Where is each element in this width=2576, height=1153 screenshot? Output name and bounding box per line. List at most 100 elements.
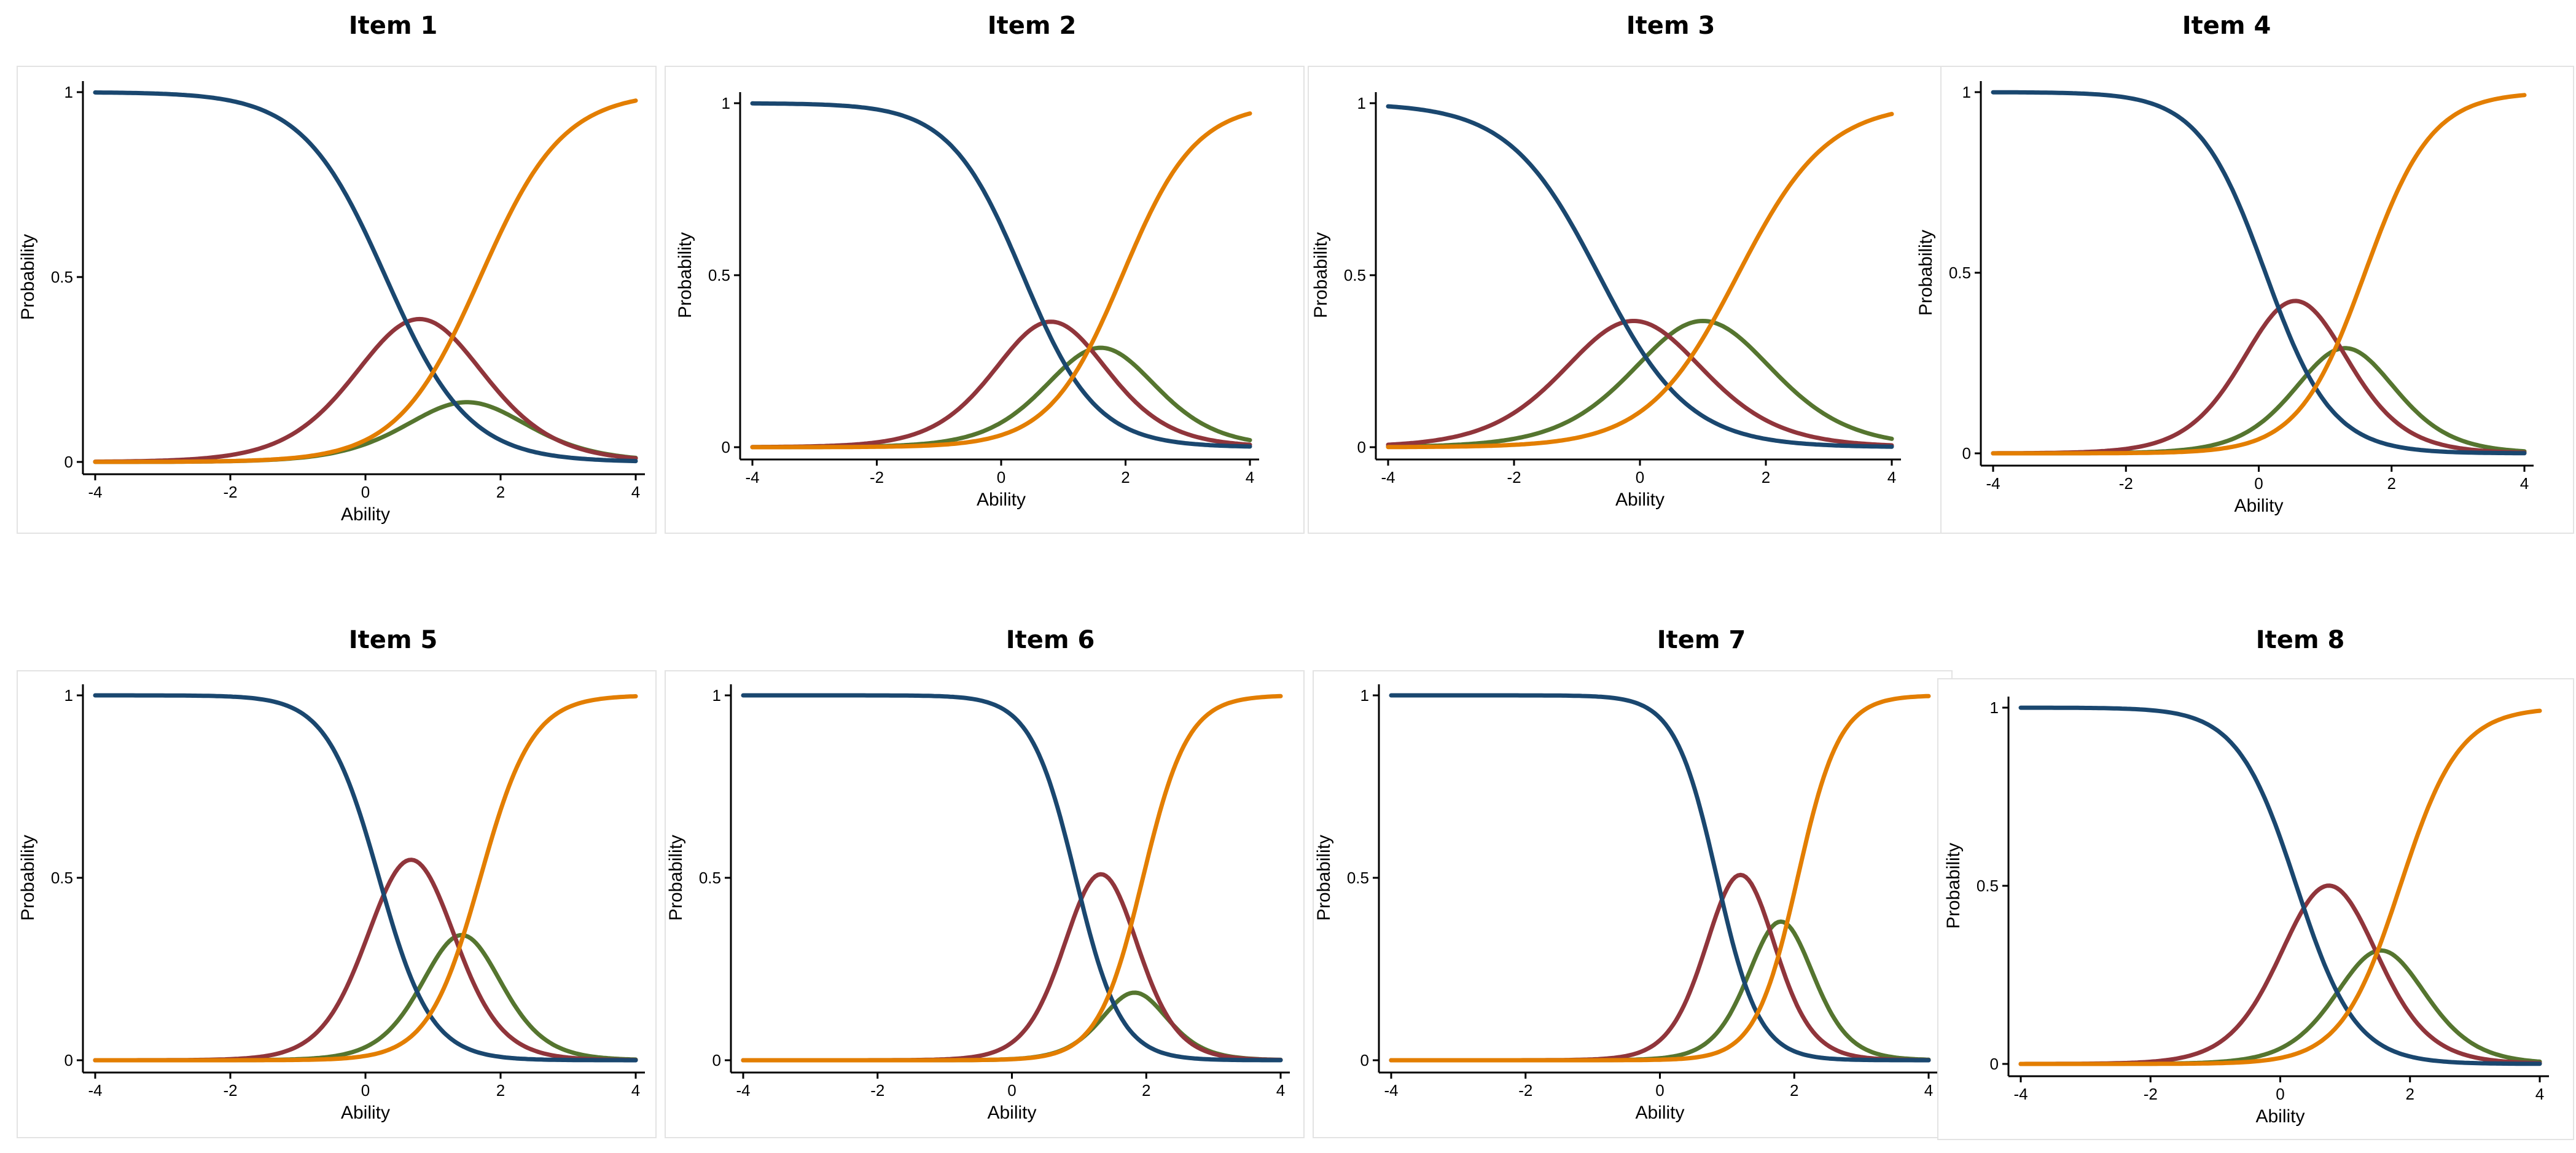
curve-category_4 [741, 694, 1283, 1063]
y-tick-label: 0 [722, 438, 730, 456]
x-tick-label: -4 [745, 468, 759, 487]
y-tick-label: 1 [1962, 83, 1971, 101]
y-axis-label: Probability [18, 234, 38, 320]
curve-category_4 [93, 98, 638, 464]
y-tick-label: 1 [64, 686, 73, 705]
panel-frame [1313, 670, 1953, 1138]
y-tick-label: 0 [712, 1051, 721, 1069]
curve-category_4 [1386, 112, 1894, 450]
x-axis-label: Ability [1615, 490, 1665, 510]
x-axis-label: Ability [1635, 1103, 1684, 1123]
x-tick-label: 2 [1790, 1081, 1798, 1100]
x-tick-label: 0 [1007, 1081, 1016, 1100]
x-tick-label: 4 [2520, 474, 2529, 493]
y-tick-label: 0.5 [51, 268, 73, 286]
y-tick-label: 1 [1990, 698, 1999, 717]
curve-category_1 [1386, 104, 1894, 449]
x-tick-label: -2 [2144, 1085, 2158, 1103]
y-tick-label: 0.5 [1949, 264, 1971, 282]
x-axis-label: Ability [341, 1103, 390, 1123]
x-tick-label: 4 [1276, 1081, 1285, 1100]
x-tick-label: 4 [2535, 1085, 2544, 1103]
x-tick-label: -2 [1507, 468, 1521, 487]
x-tick-label: 4 [1246, 468, 1254, 487]
chart-panel-item-4: Item 4 -4 -2 0 2 4 0 0.5 1 Ability Probability [1916, 12, 2574, 534]
x-tick-label: 0 [361, 1081, 370, 1100]
chart-panel-item-7: Item 7 -4 -2 0 2 4 0 0.5 1 Ability Probability [1313, 626, 1953, 1138]
y-axis-label: Probability [666, 835, 686, 921]
y-axis-label: Probability [675, 232, 695, 318]
y-tick-label: 0.5 [1344, 266, 1366, 284]
x-tick-label: 4 [1924, 1081, 1933, 1100]
y-tick-label: 0.5 [1977, 877, 1999, 895]
y-tick-label: 1 [712, 686, 721, 705]
panel-frame [1940, 66, 2574, 534]
x-tick-label: -2 [870, 468, 884, 487]
panel-frame [665, 66, 1305, 534]
x-tick-label: 0 [361, 483, 370, 501]
curve-category_1 [1389, 693, 1931, 1063]
curve-category_4 [1991, 93, 2527, 456]
chart-panel-item-3: Item 3 -4 -2 0 2 4 0 0.5 1 Ability Probability [1308, 12, 1948, 534]
y-tick-label: 0 [1962, 444, 1971, 463]
y-tick-label: 0 [1990, 1055, 1999, 1073]
curve-category_4 [1389, 694, 1931, 1063]
x-tick-label: 0 [1636, 468, 1644, 487]
y-tick-label: 0 [64, 453, 73, 471]
panel-frame [1308, 66, 1948, 534]
x-tick-label: 2 [1121, 468, 1130, 487]
x-axis-label: Ability [2234, 496, 2283, 516]
curve-category_4 [93, 694, 638, 1063]
x-tick-label: -4 [1986, 474, 2000, 493]
chart-title: Item 7 [1657, 626, 1746, 654]
x-tick-label: -4 [88, 483, 102, 501]
x-tick-label: 2 [2387, 474, 2396, 493]
y-tick-label: 0.5 [51, 869, 73, 887]
curve-category_4 [2018, 708, 2542, 1066]
curve-category_1 [741, 693, 1283, 1063]
y-tick-label: 0 [1360, 1051, 1369, 1069]
curve-category_2 [1386, 319, 1894, 448]
x-tick-label: -4 [1381, 468, 1395, 487]
x-axis-label: Ability [2255, 1106, 2305, 1127]
x-axis-label: Ability [987, 1103, 1036, 1123]
curve-category_1 [1991, 90, 2527, 456]
x-tick-label: -2 [2119, 474, 2133, 493]
chart-title: Item 1 [349, 12, 438, 40]
y-tick-label: 1 [1360, 686, 1369, 705]
x-tick-label: -4 [88, 1081, 102, 1100]
chart-title: Item 4 [2182, 12, 2271, 40]
panel-frame [1937, 678, 2574, 1140]
x-tick-label: 0 [2254, 474, 2263, 493]
x-axis-label: Ability [341, 504, 390, 525]
curve-category_3 [1386, 319, 1894, 449]
y-axis-label: Probability [1311, 232, 1331, 318]
x-tick-label: 2 [1762, 468, 1770, 487]
x-tick-label: 2 [496, 1081, 505, 1100]
x-tick-label: -2 [223, 1081, 237, 1100]
chart-title: Item 5 [349, 626, 438, 654]
y-tick-label: 1 [722, 94, 730, 112]
x-tick-label: 0 [997, 468, 1005, 487]
y-tick-label: 0.5 [708, 266, 730, 284]
curve-category_1 [93, 90, 638, 464]
x-tick-label: -4 [736, 1081, 750, 1100]
y-axis-label: Probability [1916, 230, 1936, 316]
y-tick-label: 0.5 [1347, 869, 1369, 887]
curve-category_1 [750, 101, 1252, 449]
x-tick-label: 0 [1655, 1081, 1664, 1100]
x-tick-label: 0 [2276, 1085, 2284, 1103]
chart-title: Item 6 [1006, 626, 1095, 654]
chart-panel-item-8: Item 8 -4 -2 0 2 4 0 0.5 1 Ability Probability [1937, 626, 2574, 1140]
x-tick-label: 2 [2406, 1085, 2414, 1103]
x-axis-label: Ability [977, 490, 1026, 510]
panel-frame [665, 670, 1305, 1138]
y-axis-label: Probability [1943, 843, 1964, 929]
y-tick-label: 1 [64, 83, 73, 101]
curve-category_1 [93, 693, 638, 1063]
x-tick-label: 4 [1887, 468, 1896, 487]
y-tick-label: 1 [1357, 94, 1366, 112]
chart-title: Item 2 [988, 12, 1077, 40]
chart-title: Item 8 [2256, 626, 2345, 654]
x-tick-label: -2 [870, 1081, 884, 1100]
